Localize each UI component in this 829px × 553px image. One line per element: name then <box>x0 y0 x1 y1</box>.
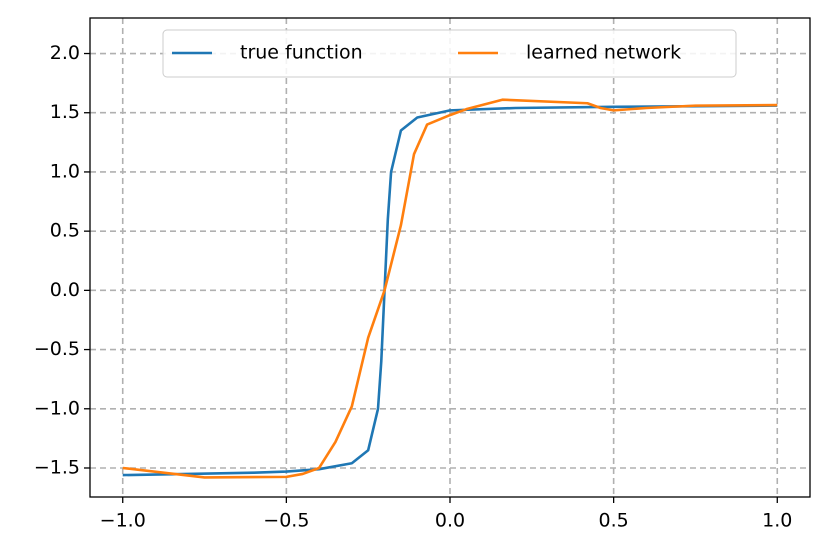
x-tick-label: −0.5 <box>263 510 309 532</box>
y-tick-label: 1.5 <box>50 101 80 123</box>
plot-frame <box>89 17 811 498</box>
series-line <box>122 98 778 479</box>
x-tick-label: −1.0 <box>100 510 146 532</box>
legend-label: true function <box>240 42 363 64</box>
legend-box <box>162 29 737 78</box>
y-tick-label: 0.5 <box>50 220 80 242</box>
y-tick-label: 2.0 <box>50 42 80 64</box>
y-tick-label: 0.0 <box>50 279 80 301</box>
x-tick-label: 0.0 <box>435 510 465 532</box>
legend-label: learned network <box>526 42 681 64</box>
legend: true function learned network <box>162 29 737 78</box>
y-tick-label: −1.5 <box>34 456 80 478</box>
y-tick-label: −0.5 <box>34 338 80 360</box>
x-tick-label: 1.0 <box>762 510 792 532</box>
y-tick-label: 1.0 <box>50 160 80 182</box>
y-tick-label: −1.0 <box>34 397 80 419</box>
x-tick-label: 0.5 <box>599 510 629 532</box>
